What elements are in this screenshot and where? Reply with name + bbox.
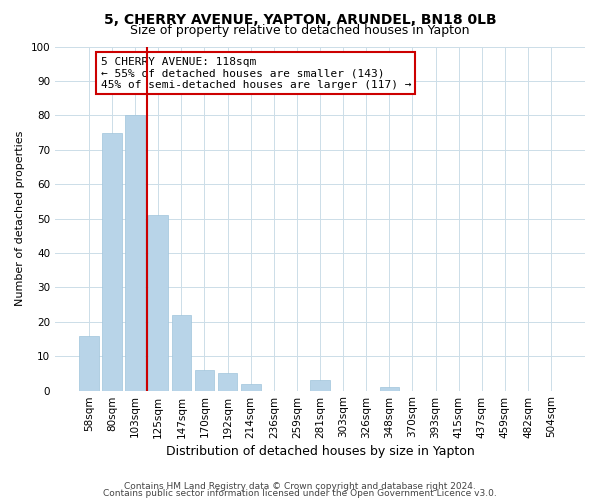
- Bar: [310, 380, 330, 390]
- Text: 5 CHERRY AVENUE: 118sqm
← 55% of detached houses are smaller (143)
45% of semi-d: 5 CHERRY AVENUE: 118sqm ← 55% of detache…: [101, 57, 411, 90]
- Text: Size of property relative to detached houses in Yapton: Size of property relative to detached ho…: [130, 24, 470, 37]
- Bar: [79, 336, 99, 390]
- Bar: [148, 215, 168, 390]
- Y-axis label: Number of detached properties: Number of detached properties: [15, 131, 25, 306]
- Bar: [172, 315, 191, 390]
- Bar: [218, 374, 238, 390]
- Text: Contains HM Land Registry data © Crown copyright and database right 2024.: Contains HM Land Registry data © Crown c…: [124, 482, 476, 491]
- Bar: [380, 387, 399, 390]
- Bar: [125, 116, 145, 390]
- Bar: [194, 370, 214, 390]
- Text: Contains public sector information licensed under the Open Government Licence v3: Contains public sector information licen…: [103, 488, 497, 498]
- Text: 5, CHERRY AVENUE, YAPTON, ARUNDEL, BN18 0LB: 5, CHERRY AVENUE, YAPTON, ARUNDEL, BN18 …: [104, 12, 496, 26]
- Bar: [241, 384, 260, 390]
- X-axis label: Distribution of detached houses by size in Yapton: Distribution of detached houses by size …: [166, 444, 475, 458]
- Bar: [102, 132, 122, 390]
